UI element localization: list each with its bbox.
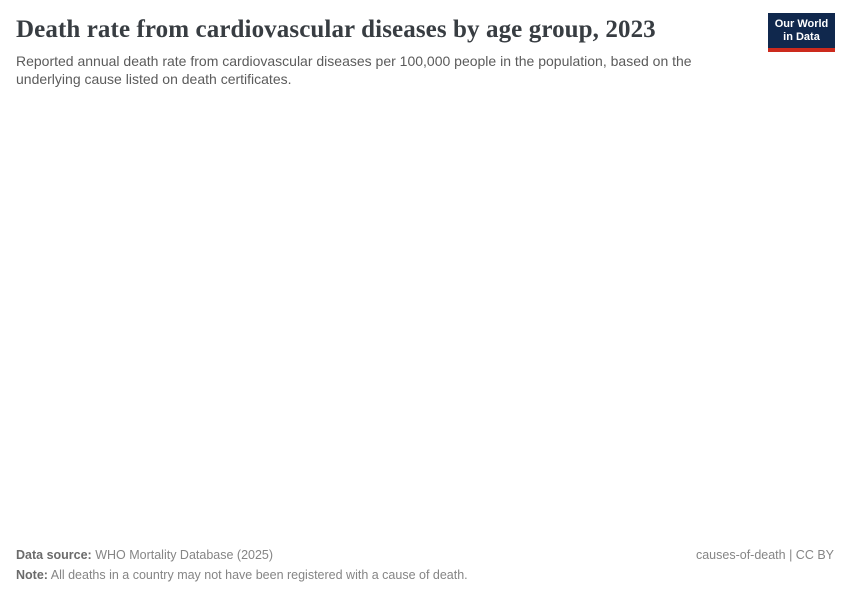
owid-logo-red-bar bbox=[768, 48, 835, 52]
chart-footer: Data source: WHO Mortality Database (202… bbox=[16, 545, 834, 585]
chart-subtitle: Reported annual death rate from cardiova… bbox=[16, 53, 692, 87]
owid-logo-line2: in Data bbox=[783, 31, 820, 43]
page-title: Death rate from cardiovascular diseases … bbox=[16, 16, 656, 43]
owid-logo[interactable]: Our World in Data bbox=[768, 13, 835, 52]
data-source-value[interactable]: WHO Mortality Database (2025) bbox=[91, 548, 274, 562]
data-source-label: Data source: bbox=[16, 548, 92, 562]
note-label: Note: bbox=[16, 568, 48, 582]
note-line: Note: All deaths in a country may not ha… bbox=[16, 565, 468, 585]
chart-header: Death rate from cardiovascular diseases … bbox=[0, 0, 850, 88]
attribution-link[interactable]: causes-of-death | CC BY bbox=[695, 548, 834, 562]
data-source-line[interactable]: Data source: WHO Mortality Database (202… bbox=[16, 545, 468, 565]
footer-source-note: Data source: WHO Mortality Database (202… bbox=[16, 545, 468, 585]
note-value: All deaths in a country may not have bee… bbox=[47, 568, 468, 582]
owid-logo-line1: Our World bbox=[774, 18, 829, 30]
chart-plot-area bbox=[16, 95, 834, 535]
